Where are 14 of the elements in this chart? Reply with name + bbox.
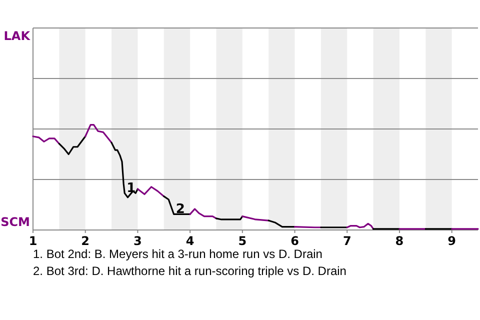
x-tick-label: 3 xyxy=(134,234,142,248)
annotation: 2 xyxy=(176,202,185,218)
x-tick-label: 5 xyxy=(238,234,247,248)
x-tick-label: 4 xyxy=(186,234,194,248)
x-tick-label: 7 xyxy=(342,234,352,248)
x-tick-label: 6 xyxy=(290,234,299,248)
text: 1. Bot 2nd: B. Meyers hit a 3-run home run vs D. Drain xyxy=(33,247,322,261)
text: LAK xyxy=(4,29,31,43)
text: SCM xyxy=(0,215,30,229)
x-tick-label: 8 xyxy=(395,234,404,248)
x-tick-label: 1 xyxy=(28,234,38,248)
text: 2. Bot 3rd: D. Hawthorne hit a run-scoring triple vs D. Drain xyxy=(33,264,346,278)
x-tick-label: 2 xyxy=(81,234,90,248)
x-tick-label: 9 xyxy=(448,234,456,248)
